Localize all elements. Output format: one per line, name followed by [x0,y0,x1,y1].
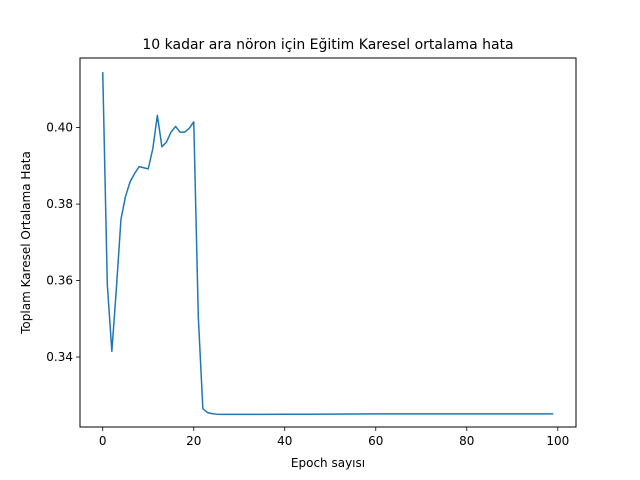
plot-area [102,72,554,416]
y-tick-label: 0.40 [46,121,73,135]
x-tick-label: 0 [99,434,107,448]
x-tick-label: 20 [186,434,201,448]
series-line-0 [102,72,554,416]
y-tick-label: 0.34 [46,350,73,364]
x-tick-label: 60 [368,434,383,448]
x-tick-label: 100 [546,434,569,448]
y-tick-label: 0.36 [46,274,73,288]
axes-frame [79,57,577,428]
x-tick-label: 80 [459,434,474,448]
y-tick-label: 0.38 [46,197,73,211]
y-axis-label: Toplam Karesel Ortalama Hata [19,151,33,335]
x-axis-label: Epoch sayısı [291,456,365,470]
x-tick-label: 40 [277,434,292,448]
chart-title: 10 kadar ara nöron için Eğitim Karesel o… [142,37,513,53]
axis-ticks: 0 20 40 60 80 100 0.34 0.36 0.38 0.40 [46,121,569,448]
